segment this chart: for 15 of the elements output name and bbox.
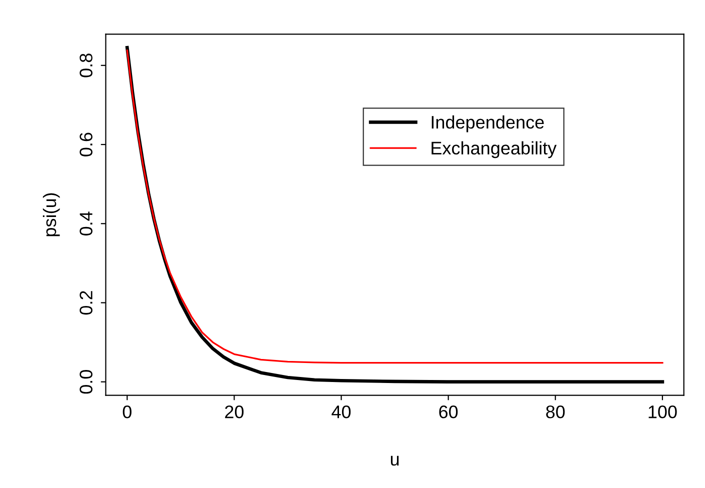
y-tick-label: 0.0 [80,370,92,394]
y-tick-label: 0.4 [80,212,92,236]
y-tick-label: 0.2 [80,291,92,315]
x-tick-label: 20 [225,405,244,418]
legend-label: Independence [432,115,544,132]
y-tick-label: 0.8 [80,54,92,78]
x-tick-label: 40 [332,405,351,418]
y-tick-label: 0.6 [80,132,92,156]
x-axis-title: u [390,456,399,466]
y-axis-title: psi(u) [42,193,60,236]
x-tick-label: 80 [546,405,565,418]
x-tick-label: 100 [648,405,677,418]
x-tick-label: 0 [122,405,132,418]
x-tick-label: 60 [439,405,458,418]
legend-label: Exchangeability [432,141,557,158]
